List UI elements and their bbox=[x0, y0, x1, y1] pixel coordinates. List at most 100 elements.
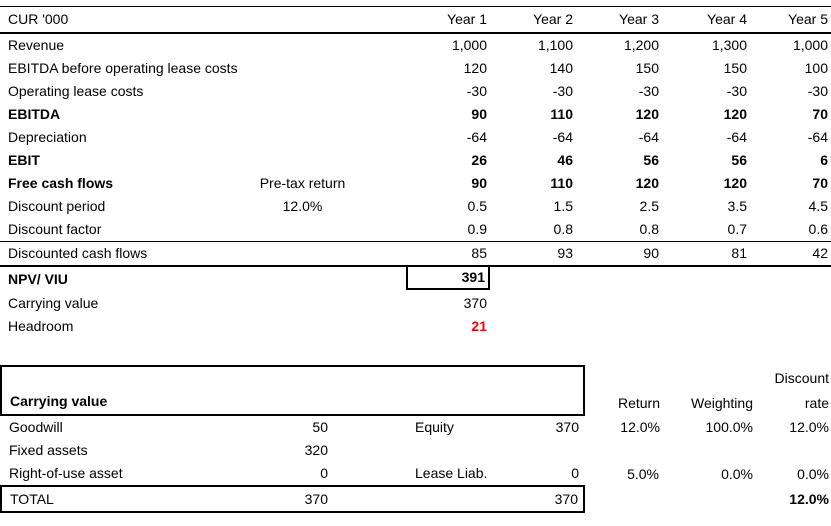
table-row-goodwill: Goodwill 50 Equity 370 12.0% 100.0% 12.0… bbox=[1, 415, 831, 439]
value-year2: 1.5 bbox=[553, 198, 573, 214]
value-year2: 140 bbox=[549, 60, 573, 76]
value-year5: 1,000 bbox=[792, 37, 828, 53]
table-row-discount-period: Discount period 12.0% 0.5 1.5 2.5 3.5 4.… bbox=[0, 195, 831, 218]
table-row-ebitda-before-leases: EBITDA before operating lease costs 120 … bbox=[0, 57, 831, 80]
row-label: Revenue bbox=[8, 37, 65, 53]
total-label: TOTAL bbox=[0, 485, 186, 513]
npv-cell: 391 bbox=[355, 265, 490, 292]
spacer-cell bbox=[576, 292, 662, 315]
carrying-value: 370 bbox=[463, 295, 487, 311]
document-page: CUR '000 Year 1 Year 2 Year 3 Year 4 Yea… bbox=[0, 6, 831, 513]
mid-cell bbox=[250, 266, 355, 292]
value-year4: 120 bbox=[723, 106, 747, 122]
weighting-value: 100.0% bbox=[705, 418, 753, 435]
spacer-cell bbox=[576, 266, 662, 292]
value-year3: 150 bbox=[635, 60, 659, 76]
spacer-cell bbox=[662, 266, 750, 292]
asset-value: 50 bbox=[312, 419, 328, 435]
rate-value: 12.0% bbox=[789, 418, 829, 435]
mid-cell bbox=[250, 33, 355, 57]
asset-value: 0 bbox=[320, 465, 328, 481]
value-year2: 93 bbox=[490, 241, 576, 267]
spacer-cell bbox=[750, 266, 831, 292]
spacer-cell bbox=[662, 292, 750, 315]
value-year4: -64 bbox=[726, 129, 747, 145]
funding-value: 370 bbox=[555, 419, 579, 435]
table-row-discount-factor: Discount factor 0.9 0.8 0.8 0.7 0.6 bbox=[0, 218, 831, 242]
table-row-depreciation: Depreciation -64 -64 -64 -64 -64 bbox=[0, 126, 831, 149]
spacer-cell bbox=[663, 366, 756, 391]
carrying-value-table: Carrying value Discount Return Weighting… bbox=[0, 365, 831, 513]
value-year3: 1,200 bbox=[623, 37, 659, 53]
spacer-cell bbox=[750, 292, 831, 315]
value-year5: 4.5 bbox=[808, 198, 828, 214]
table-row-carrying-value: Carrying value 370 bbox=[0, 292, 831, 315]
value-year2: 110 bbox=[550, 106, 573, 122]
year5-header: Year 5 bbox=[750, 6, 831, 34]
row-label: Operating lease costs bbox=[8, 83, 144, 99]
value-year2: 46 bbox=[557, 152, 573, 168]
headroom-label: Headroom bbox=[8, 318, 74, 334]
npv-value-box: 391 bbox=[406, 265, 490, 290]
year2-header: Year 2 bbox=[490, 6, 576, 34]
spacer-cell bbox=[409, 485, 499, 513]
value-year5: -64 bbox=[807, 129, 828, 145]
carrying-header-row-2: Return Weighting rate bbox=[1, 391, 831, 415]
table-row-right-of-use-asset: Right-of-use asset 0 Lease Liab. 0 5.0% … bbox=[1, 462, 831, 486]
spacer-cell bbox=[409, 439, 499, 462]
value-year5: 6 bbox=[820, 152, 828, 168]
value-year4: -30 bbox=[726, 83, 747, 99]
spacer-cell bbox=[584, 486, 663, 512]
mid-cell bbox=[250, 292, 355, 315]
value-year3: 120 bbox=[635, 106, 659, 122]
value-year2: 110 bbox=[550, 175, 573, 191]
row-label: Discount period bbox=[8, 198, 106, 214]
row-label: Free cash flows bbox=[8, 175, 114, 191]
total-asset-value: 370 bbox=[186, 485, 331, 513]
mid-cell bbox=[250, 126, 355, 149]
spacer-cell bbox=[331, 439, 409, 462]
row-label: Discount factor bbox=[0, 218, 250, 242]
total-funding-value: 370 bbox=[499, 485, 585, 513]
value-year3: 90 bbox=[576, 241, 662, 267]
value-year4: 56 bbox=[731, 152, 747, 168]
spacer-cell bbox=[662, 315, 750, 338]
value-year1: 26 bbox=[471, 152, 487, 168]
value-year3: 56 bbox=[643, 152, 659, 168]
value-year1: 120 bbox=[463, 60, 487, 76]
value-year1: -30 bbox=[466, 83, 487, 99]
value-year5: 70 bbox=[812, 175, 828, 191]
table-row-total: TOTAL 370 370 12.0% bbox=[0, 485, 831, 513]
spacer-cell bbox=[584, 366, 663, 391]
spacer-cell bbox=[576, 315, 662, 338]
value-year5: -30 bbox=[807, 83, 828, 99]
rate-header-line2: rate bbox=[804, 395, 829, 411]
value-year4: 150 bbox=[723, 60, 747, 76]
asset-value: 320 bbox=[304, 442, 328, 458]
row-label: EBITDA before operating lease costs bbox=[8, 60, 238, 76]
dcf-header-row: CUR '000 Year 1 Year 2 Year 3 Year 4 Yea… bbox=[0, 6, 831, 34]
value-year3: 120 bbox=[635, 175, 659, 191]
spacer-cell bbox=[584, 439, 663, 462]
value-year3: -64 bbox=[638, 129, 659, 145]
value-year2: 0.8 bbox=[490, 218, 576, 242]
year4-header: Year 4 bbox=[662, 6, 750, 34]
dcf-viu-table: CUR '000 Year 1 Year 2 Year 3 Year 4 Yea… bbox=[0, 6, 831, 338]
funding-value: 0 bbox=[571, 465, 579, 481]
total-discount-rate: 12.0% bbox=[789, 491, 829, 507]
pretax-return-label: Pre-tax return bbox=[259, 175, 346, 191]
value-year2: 1,100 bbox=[537, 37, 573, 53]
row-label: EBIT bbox=[8, 152, 40, 168]
spacer-cell bbox=[331, 462, 409, 486]
npv-label: NPV/ VIU bbox=[8, 271, 68, 287]
spacer-cell bbox=[250, 6, 355, 34]
spacer-cell bbox=[331, 485, 409, 513]
value-year2: -30 bbox=[552, 83, 573, 99]
spacer-cell bbox=[663, 439, 756, 462]
year3-header: Year 3 bbox=[576, 6, 662, 34]
row-label: Fixed assets bbox=[9, 442, 88, 458]
spacer-cell bbox=[331, 415, 409, 439]
value-year1: 0.9 bbox=[355, 218, 490, 242]
carrying-header-row-1: Carrying value Discount bbox=[0, 365, 831, 416]
mid-cell bbox=[250, 315, 355, 338]
